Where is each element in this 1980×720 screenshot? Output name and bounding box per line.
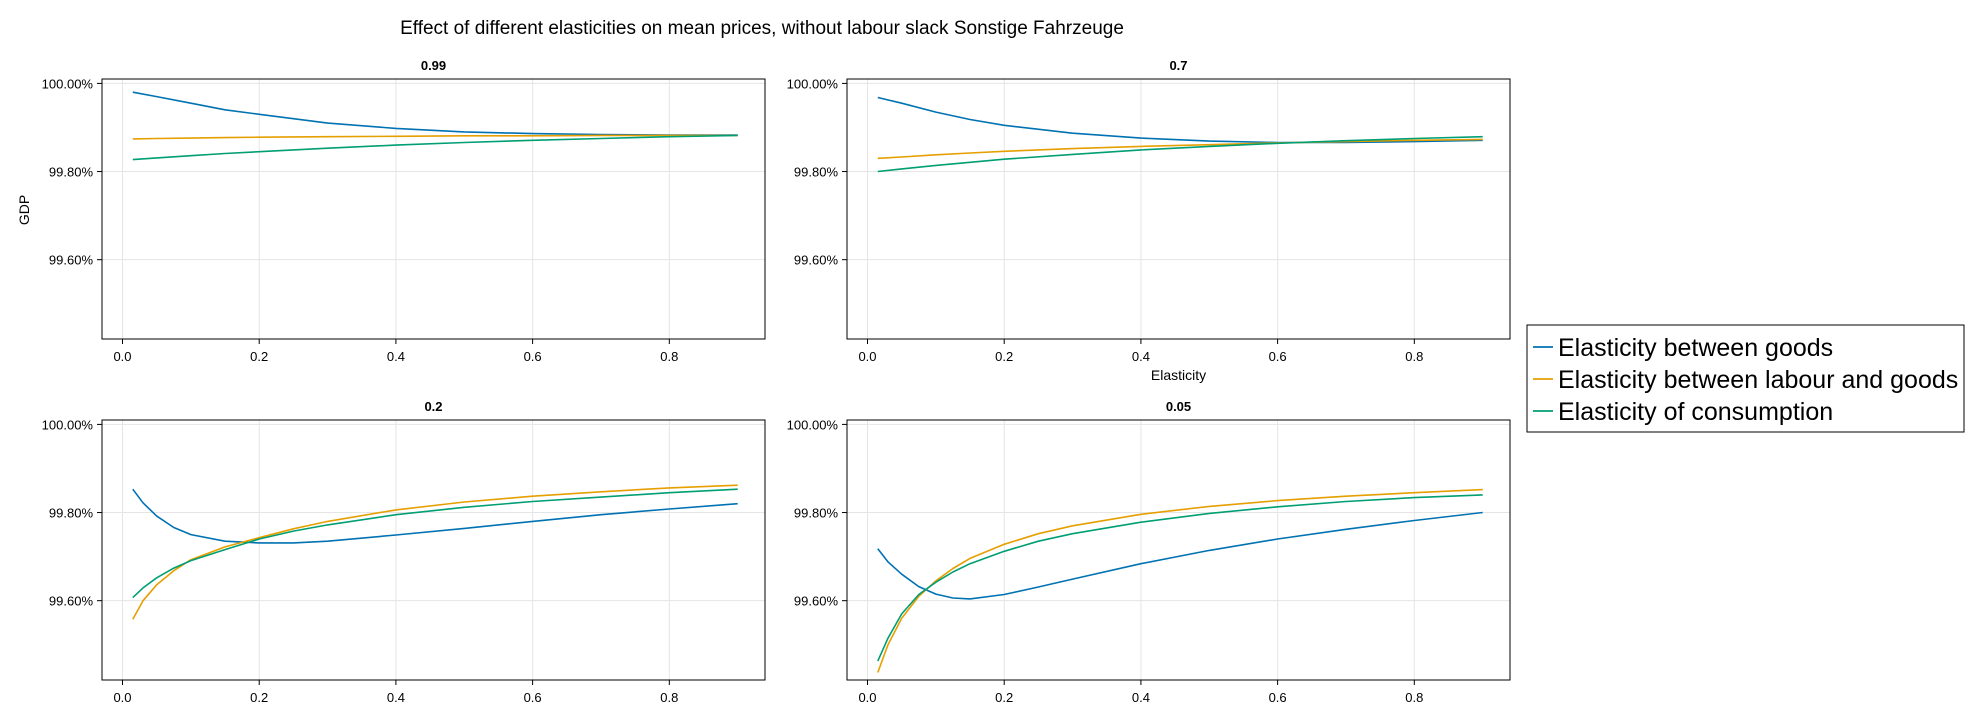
- legend-entry: Elasticity of consumption: [1533, 398, 1833, 426]
- panel-title: 0.99: [421, 58, 446, 73]
- panel-1: 0.0 0.2 0.4 0.6 0.8 100.00% 99.80% 99.60% 0.99: [42, 58, 766, 364]
- y-tick-label: 99.80%: [49, 165, 94, 180]
- x-tick-label: 0.2: [995, 349, 1013, 364]
- series-line: [132, 488, 738, 544]
- series-line: [132, 134, 738, 161]
- legend-entry: Elasticity between goods: [1533, 334, 1833, 362]
- series-line: [132, 484, 738, 620]
- axes-frame: [846, 78, 1511, 340]
- y-tick-label: 99.80%: [49, 506, 94, 521]
- series-line: [132, 488, 738, 599]
- legend-box: [1526, 324, 1965, 433]
- x-tick-label: 0.0: [858, 349, 876, 364]
- x-tick-label: 0.4: [1132, 690, 1150, 705]
- x-tick-label: 0.8: [660, 349, 678, 364]
- y-tick-label: 100.00%: [787, 417, 839, 432]
- axes-frame: [101, 419, 766, 681]
- panel-2: 0.0 0.2 0.4 0.6 0.8 100.00% 99.80% 99.60% 0.7 Ela…: [787, 58, 1511, 383]
- panel-title: 0.05: [1166, 399, 1191, 414]
- legend-label: Elasticity between goods: [1558, 334, 1833, 362]
- series-line: [877, 138, 1483, 160]
- x-tick-label: 0.6: [1269, 690, 1287, 705]
- x-tick-label: 0.6: [524, 690, 542, 705]
- figure-title: Effect of different elasticities on mean…: [400, 18, 1124, 39]
- x-tick-label: 0.0: [113, 349, 131, 364]
- panel-title: 0.2: [424, 399, 442, 414]
- series-line: [877, 494, 1483, 662]
- axes-frame: [101, 78, 766, 340]
- series-line: [877, 135, 1483, 173]
- x-tick-label: 0.4: [387, 349, 405, 364]
- y-tick-label: 99.60%: [49, 594, 94, 609]
- x-tick-label: 0.2: [250, 690, 268, 705]
- panels: 0.0 0.2 0.4 0.6 0.8100.00%99.80%99.60%0.990.…: [42, 58, 1511, 705]
- x-tick-label: 0.6: [1269, 349, 1287, 364]
- panel-title: 0.7: [1169, 58, 1187, 73]
- x-axis-label: Elasticity: [1151, 367, 1206, 383]
- legend-entry: Elasticity between labour and goods: [1533, 366, 1958, 394]
- x-tick-label: 0.4: [387, 690, 405, 705]
- panel-4: 0.0 0.2 0.4 0.6 0.8 100.00% 99.80% 99.60% 0.05: [787, 399, 1511, 705]
- legend-label: Elasticity of consumption: [1558, 398, 1833, 426]
- x-tick-label: 0.4: [1132, 349, 1150, 364]
- axes-frame: [846, 419, 1511, 681]
- x-tick-label: 0.2: [995, 690, 1013, 705]
- y-tick-label: 99.60%: [49, 253, 94, 268]
- series-line: [877, 96, 1483, 144]
- y-tick-label: 100.00%: [42, 417, 94, 432]
- series-line: [877, 511, 1483, 600]
- series-line: [877, 488, 1483, 673]
- x-tick-label: 0.8: [1405, 349, 1423, 364]
- x-tick-label: 0.0: [113, 690, 131, 705]
- y-tick-label: 99.60%: [794, 253, 839, 268]
- x-tick-label: 0.6: [524, 349, 542, 364]
- x-tick-label: 0.0: [858, 690, 876, 705]
- series-line: [132, 134, 738, 140]
- x-tick-label: 0.8: [1405, 690, 1423, 705]
- y-tick-label: 99.80%: [794, 165, 839, 180]
- y-tick-label: 100.00%: [42, 76, 94, 91]
- x-tick-label: 0.2: [250, 349, 268, 364]
- panel-3: 0.0 0.2 0.4 0.6 0.8 100.00% 99.80% 99.60% 0.2: [42, 399, 766, 705]
- figure-ylabel: GDP: [16, 195, 32, 225]
- series-line: [132, 91, 738, 136]
- y-tick-label: 100.00%: [787, 76, 839, 91]
- legend-label: Elasticity between labour and goods: [1558, 366, 1958, 394]
- x-tick-label: 0.8: [660, 690, 678, 705]
- legend: Elasticity between goods Elasticity betw…: [1526, 324, 1965, 433]
- y-tick-label: 99.80%: [794, 506, 839, 521]
- y-tick-label: 99.60%: [794, 594, 839, 609]
